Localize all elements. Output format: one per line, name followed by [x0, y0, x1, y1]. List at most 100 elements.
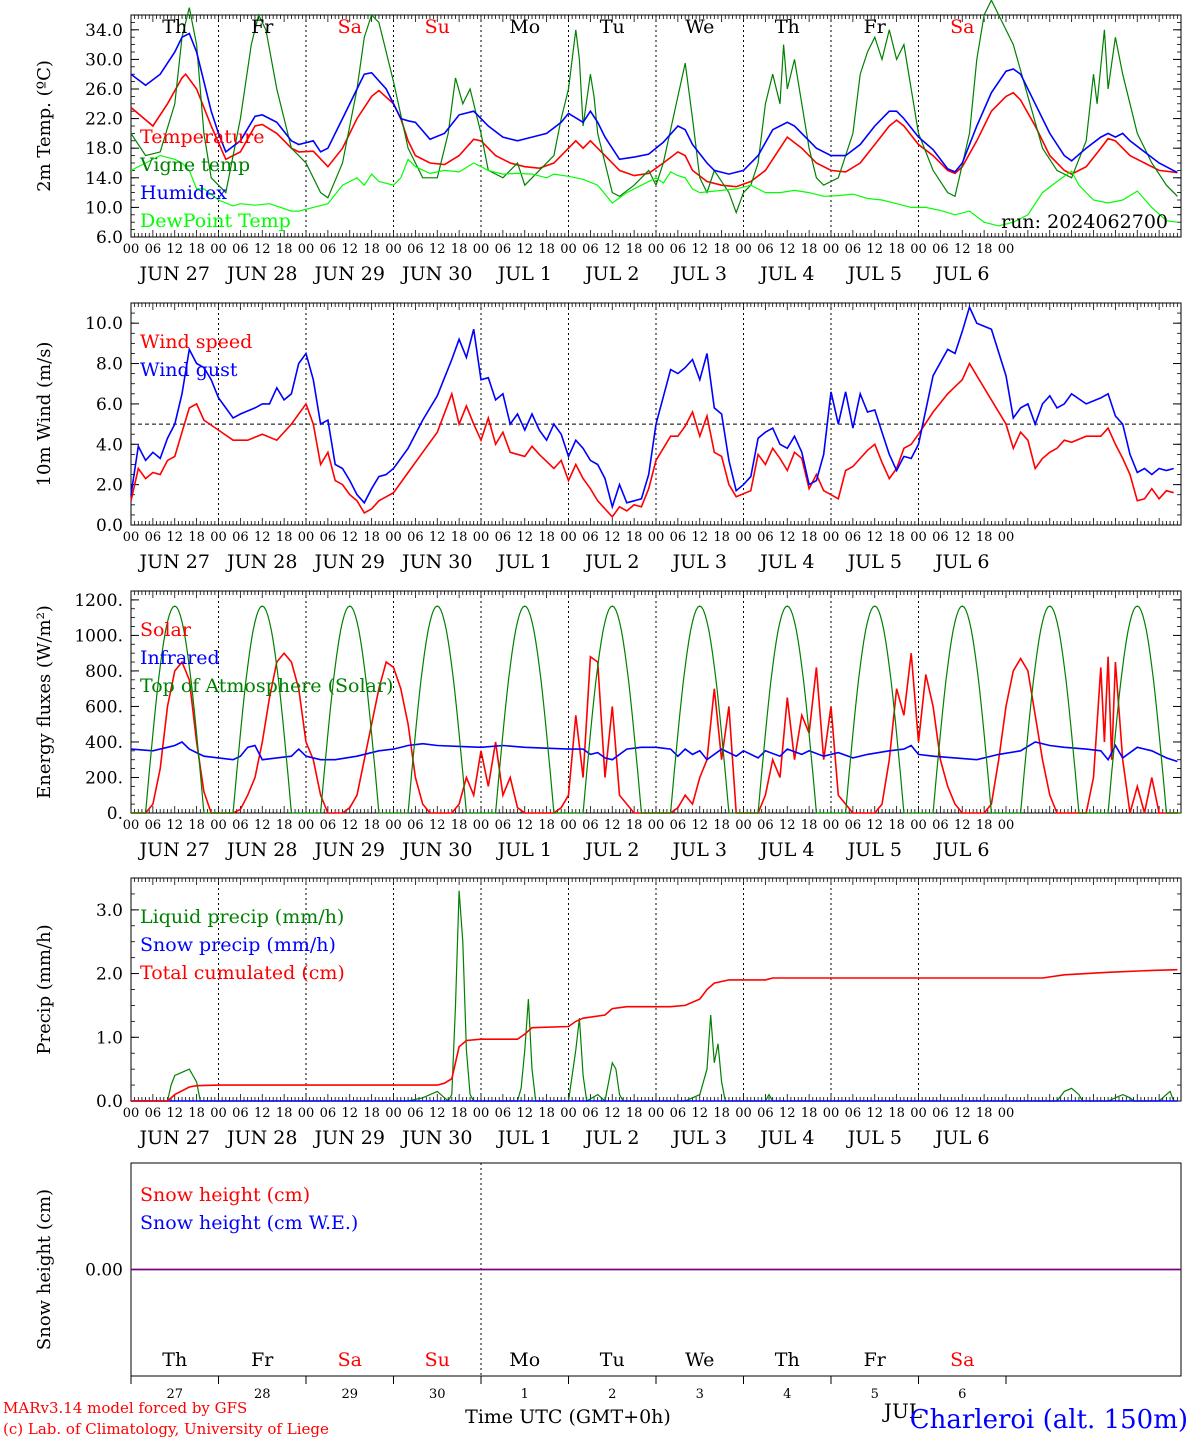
x-hour-label: 18: [888, 242, 905, 257]
x-date-label: JUL 3: [671, 551, 727, 573]
x-hour-label: 00: [210, 1106, 227, 1121]
series-line-infrared: [130, 741, 1178, 763]
x-hour-label: 06: [320, 1106, 337, 1121]
x-hour-label: 06: [845, 530, 862, 545]
x-hour-label: 18: [713, 818, 730, 833]
day-number-label: 6: [958, 1387, 966, 1402]
day-number-label: 5: [871, 1387, 879, 1402]
x-date-label: JUL 4: [758, 551, 814, 573]
snow-weekday-label: Fr: [864, 1349, 887, 1371]
x-hour-label: 06: [407, 818, 424, 833]
series-line-top-of-atmosphere-solar-: [131, 605, 1181, 814]
x-date-label: JUN 27: [138, 263, 210, 285]
x-hour-label: 06: [757, 1106, 774, 1121]
y-tick-label: 26.0: [85, 80, 123, 100]
x-hour-label: 18: [976, 818, 993, 833]
x-hour-label: 18: [363, 242, 380, 257]
snow-weekday-label: Tu: [600, 1349, 625, 1371]
x-hour-label: 18: [626, 1106, 643, 1121]
x-hour-label: 18: [538, 818, 555, 833]
x-hour-label: 12: [341, 818, 358, 833]
location-label: Charleroi (alt. 150m): [910, 1405, 1188, 1435]
y-tick-label: 1200.: [74, 591, 123, 611]
series-line-dewpoint-temp: [130, 154, 1178, 227]
x-date-label: JUN 30: [400, 551, 472, 573]
panel-3: [130, 590, 1182, 814]
x-date-label: JUL 6: [933, 1127, 989, 1149]
x-hour-label: 06: [145, 530, 162, 545]
x-date-label: JUN 27: [138, 551, 210, 573]
x-hour-label: 00: [998, 530, 1015, 545]
y-tick-label: 8.0: [96, 355, 123, 375]
x-date-label: JUL 5: [846, 263, 902, 285]
x-hour-label: 12: [954, 242, 971, 257]
x-hour-label: 00: [648, 1106, 665, 1121]
weekday-label: Sa: [950, 16, 974, 38]
x-date-label: JUL 6: [933, 839, 989, 861]
y-tick-label: 800.: [85, 662, 123, 682]
y-tick-label: 6.0: [96, 228, 123, 248]
x-date-label: JUN 28: [225, 263, 297, 285]
x-hour-label: 06: [495, 530, 512, 545]
x-hour-label: 06: [845, 1106, 862, 1121]
x-hour-label: 12: [341, 530, 358, 545]
x-hour-label: 00: [385, 530, 402, 545]
snow-weekday-label: We: [685, 1349, 714, 1371]
x-hour-label: 06: [845, 818, 862, 833]
y-tick-label: 600.: [85, 697, 123, 717]
series-line-wind-speed: [130, 361, 1174, 519]
run-label: run: 2024062700: [1001, 211, 1168, 233]
y-tick-label: 14.0: [85, 169, 123, 189]
y-tick-label: 18.0: [85, 139, 123, 159]
legend-entry: Liquid precip (mm/h): [140, 906, 344, 928]
x-hour-label: 18: [801, 530, 818, 545]
y-tick-label: 22.0: [85, 110, 123, 130]
x-hour-label: 00: [560, 242, 577, 257]
x-hour-label: 00: [823, 242, 840, 257]
x-hour-label: 00: [560, 1106, 577, 1121]
x-hour-label: 00: [473, 818, 490, 833]
x-hour-label: 00: [735, 818, 752, 833]
y-tick-label: 6.0: [96, 395, 123, 415]
weekday-label: Sa: [338, 16, 362, 38]
x-hour-label: 12: [166, 530, 183, 545]
x-hour-label: 12: [429, 530, 446, 545]
x-hour-label: 12: [866, 530, 883, 545]
x-date-label: JUN 29: [313, 839, 385, 861]
snow-weekday-label: Sa: [950, 1349, 974, 1371]
x-date-label: JUL 1: [496, 1127, 552, 1149]
x-hour-label: 00: [910, 242, 927, 257]
x-hour-label: 12: [254, 818, 271, 833]
x-hour-label: 18: [538, 530, 555, 545]
x-hour-label: 12: [429, 1106, 446, 1121]
x-hour-label: 12: [604, 1106, 621, 1121]
x-hour-label: 00: [298, 530, 315, 545]
y-tick-label: 10.0: [85, 314, 123, 334]
day-number-label: 27: [166, 1387, 183, 1402]
snow-weekday-label: Su: [425, 1349, 450, 1371]
x-hour-label: 06: [495, 818, 512, 833]
x-hour-label: 00: [385, 242, 402, 257]
weekday-label: Su: [425, 16, 450, 38]
x-hour-label: 00: [648, 530, 665, 545]
series-line-total-cumulated-cm-: [131, 968, 1178, 1102]
series-line-humidex: [130, 32, 1178, 175]
day-number-label: 29: [341, 1387, 358, 1402]
day-number-label: 30: [429, 1387, 446, 1402]
x-hour-label: 00: [648, 818, 665, 833]
x-hour-label: 00: [735, 530, 752, 545]
x-hour-label: 12: [604, 818, 621, 833]
x-hour-label: 18: [888, 818, 905, 833]
x-hour-label: 00: [823, 530, 840, 545]
x-hour-label: 06: [407, 1106, 424, 1121]
x-hour-label: 12: [691, 1106, 708, 1121]
x-hour-label: 00: [123, 530, 140, 545]
credit-line-1: MARv3.14 model forced by GFS: [3, 1399, 247, 1417]
x-hour-label: 18: [713, 530, 730, 545]
x-hour-label: 18: [976, 1106, 993, 1121]
x-hour-label: 06: [582, 1106, 599, 1121]
snow-weekday-label: Th: [775, 1349, 800, 1371]
x-hour-label: 12: [254, 242, 271, 257]
y-tick-label: 34.0: [85, 21, 123, 41]
